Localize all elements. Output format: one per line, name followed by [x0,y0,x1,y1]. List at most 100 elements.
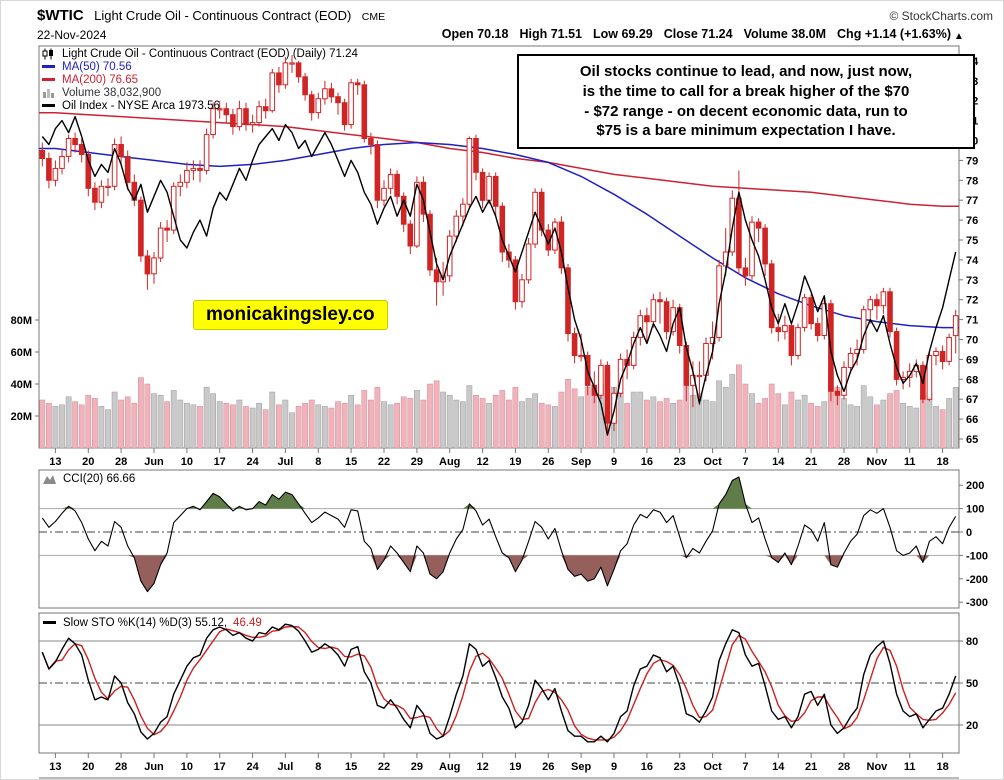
legend-text: Oil Index - NYSE Arca 1973.56 [62,99,220,112]
svg-text:16: 16 [641,456,653,468]
legend-item: MA(200) 76.65 [41,73,358,86]
svg-text:-100: -100 [966,550,988,562]
svg-text:80M: 80M [11,315,32,327]
annotation-line: is the time to call for a break higher o… [582,82,910,100]
ticker-symbol: $WTIC [37,7,84,24]
annotation-line: $75 is a bare minimum expectation I have… [596,122,896,140]
svg-text:28: 28 [838,761,850,773]
sto-d-line [41,625,957,741]
cci-line [41,476,957,593]
svg-text:18: 18 [936,456,948,468]
svg-text:67: 67 [966,394,978,406]
legend-item: Slow STO %K(14) %D(3) 55.12, 46.49 [42,616,262,629]
svg-text:Aug: Aug [439,761,460,773]
symbol-title-group: $WTIC Light Crude Oil - Continuous Contr… [37,7,385,25]
ma50-line [39,141,959,329]
line-swatch-icon [41,78,56,81]
svg-text:10: 10 [181,456,193,468]
svg-text:Oct: Oct [703,761,722,773]
svg-text:100: 100 [966,504,984,516]
line-swatch-icon [42,621,57,624]
svg-text:24: 24 [246,761,259,773]
svg-text:24: 24 [246,456,259,468]
svg-text:65: 65 [966,434,978,446]
ma200-line [39,111,959,207]
svg-text:8: 8 [315,761,321,773]
quote-item: Close 71.24 [663,27,733,41]
svg-text:15: 15 [345,761,357,773]
oil-index-line [41,115,957,436]
svg-text:71: 71 [966,315,978,327]
svg-text:Aug: Aug [439,456,460,468]
svg-text:9: 9 [611,456,617,468]
svg-text:14: 14 [772,761,785,773]
legend-text: Slow STO %K(14) %D(3) 55.12, [63,616,228,629]
svg-text:-200: -200 [966,574,988,586]
svg-text:20: 20 [966,720,978,732]
legend-item: Volume 38,032,900 [41,86,358,99]
svg-text:11: 11 [904,761,916,773]
sto-k-line [41,623,957,743]
svg-text:20M: 20M [11,411,32,423]
line-swatch-icon [41,104,56,107]
svg-text:75: 75 [966,235,978,247]
svg-text:8: 8 [315,456,321,468]
svg-text:Jul: Jul [277,761,293,773]
volume-bars [39,364,959,449]
svg-text:72: 72 [966,295,978,307]
svg-text:20: 20 [82,456,94,468]
copyright-label: © StockCharts.com [889,9,993,23]
svg-text:28: 28 [115,456,127,468]
price-axis-labels: 6566676869707172737475767778798081828384 [959,56,979,446]
svg-text:60M: 60M [11,347,32,359]
cci-axis-labels: 200 100 0 -100 -200 -300 [959,480,988,609]
quote-item: Low 69.29 [593,27,653,41]
volume-axis-labels: 20M 40M 60M 80M [11,315,39,423]
svg-text:11: 11 [904,456,916,468]
svg-text:Oct: Oct [703,456,722,468]
cci-fill-positive [42,477,956,509]
legend-text: Light Crude Oil - Continuous Contract (E… [62,47,358,60]
line-swatch-icon [41,65,56,68]
svg-text:13: 13 [49,456,61,468]
legend-text: Volume 38,032,900 [62,86,162,99]
svg-text:23: 23 [674,456,686,468]
svg-text:69: 69 [966,354,978,366]
svg-text:74: 74 [966,255,979,267]
svg-text:66: 66 [966,414,978,426]
svg-text:17: 17 [214,761,226,773]
svg-text:12: 12 [476,456,488,468]
svg-text:70: 70 [966,335,978,347]
annotation-line: Oil stocks continue to lead, and now, ju… [579,63,913,80]
svg-text:19: 19 [509,761,521,773]
svg-text:15: 15 [345,456,357,468]
quote-item: High 71.51 [519,27,582,41]
svg-text:Jul: Jul [277,456,293,468]
svg-text:7: 7 [742,761,748,773]
chart-title: Light Crude Oil - Continuous Contract (E… [94,8,352,23]
svg-text:26: 26 [542,456,554,468]
svg-text:50: 50 [966,678,978,690]
svg-text:0: 0 [966,527,972,539]
svg-text:21: 21 [805,456,817,468]
area-chart-icon [42,473,57,484]
sto-axis-labels: 80 50 20 [959,636,978,732]
candlestick-layer [39,55,959,434]
volume-bars-icon [41,87,56,98]
sto-legend: Slow STO %K(14) %D(3) 55.12, 46.49 [42,616,262,629]
svg-text:14: 14 [772,456,785,468]
quote-item: Open 70.18 [441,27,509,41]
quote-item: Volume 38.0M [743,27,827,41]
svg-text:7: 7 [742,456,748,468]
svg-text:19: 19 [509,456,521,468]
legend-text: CCI(20) 66.66 [63,472,136,485]
ohlc-quote-row: Open 70.18 High 71.51 Low 69.29 Close 71.24… [442,27,951,41]
svg-text:22: 22 [378,456,390,468]
svg-text:77: 77 [966,195,978,207]
main-chart-legend: Light Crude Oil - Continuous Contract (E… [41,47,358,112]
svg-text:16: 16 [641,761,653,773]
svg-text:26: 26 [542,761,554,773]
annotation-line: - $72 range - on decent economic data, r… [584,102,908,120]
